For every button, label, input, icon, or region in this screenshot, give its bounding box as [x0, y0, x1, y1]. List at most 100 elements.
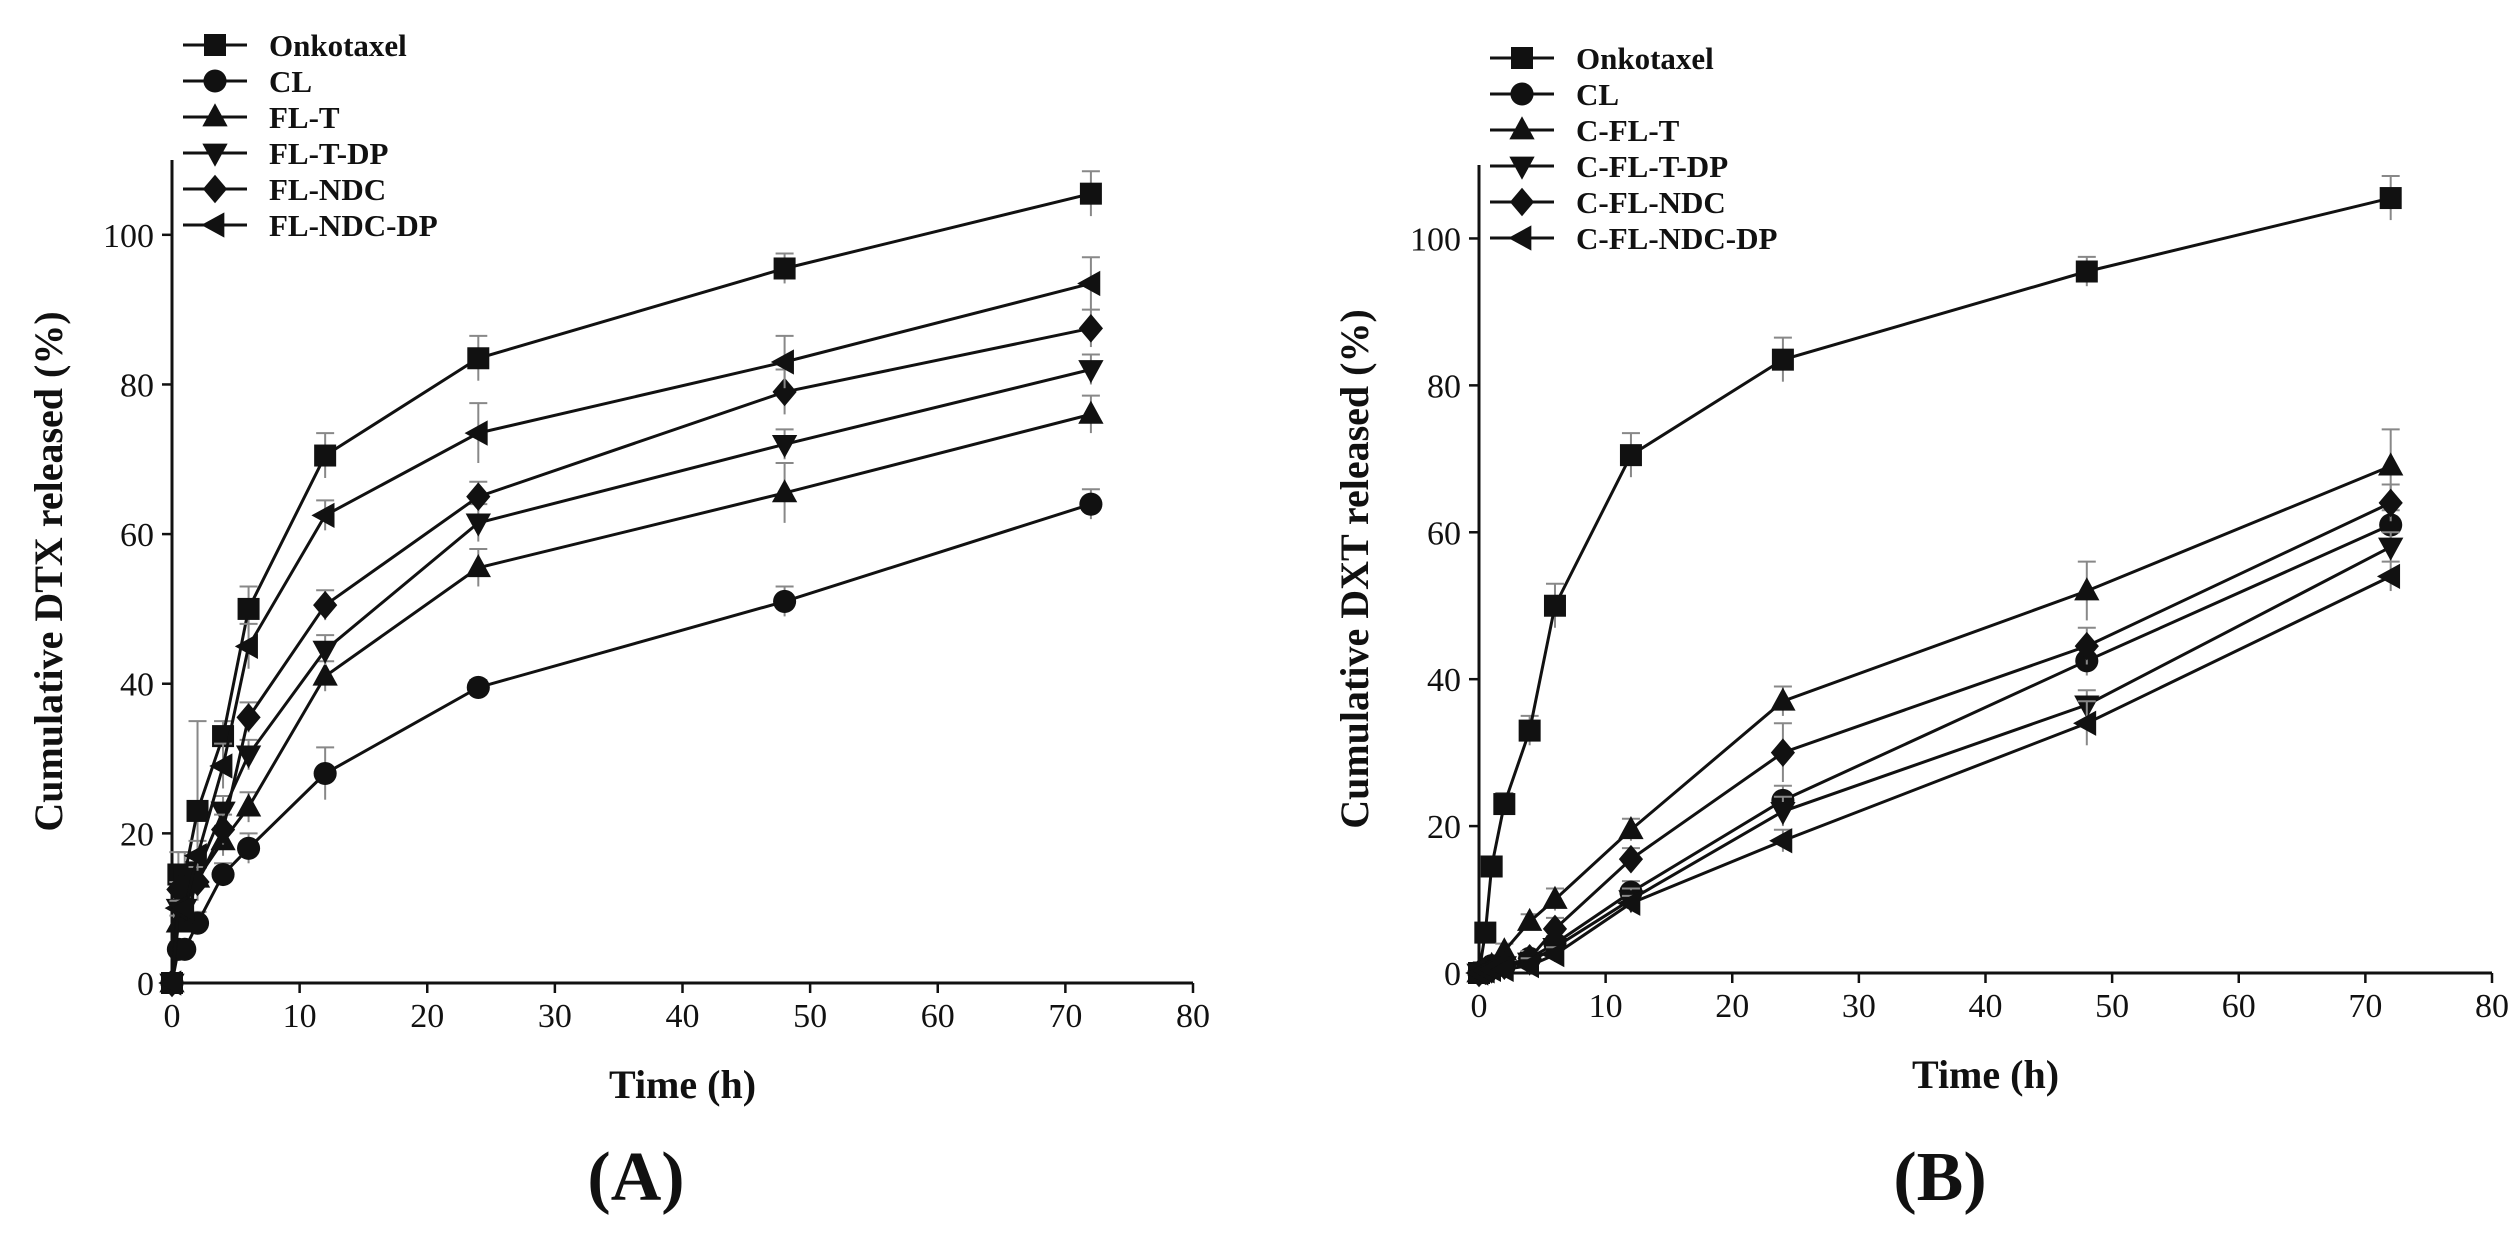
panel-a-line-fl-ndc — [170, 326, 1092, 984]
panel-a-legend-marker-fl-t-dp — [202, 143, 228, 167]
panel-a-x-tick-label: 10 — [283, 998, 317, 1035]
panel-b-point-c-fl-ndc-dp — [2073, 710, 2097, 736]
panel-b-legend-label: C-FL-T-DP — [1576, 149, 1728, 184]
panel-b-legend-label: Onkotaxel — [1576, 41, 1714, 76]
panel-b-y-tick-label: 100 — [1410, 221, 1461, 258]
panel-a-point-cl — [1079, 492, 1103, 516]
panel-a-series-onkotaxel — [161, 170, 1102, 994]
panel-a-label: (A) — [587, 1139, 684, 1216]
panel-a-point-onkotaxel — [467, 347, 490, 370]
panel-b-point-c-fl-ndc-dp — [1769, 828, 1793, 854]
panel-a-series-fl-ndc — [159, 308, 1103, 998]
panel-b-point-c-fl-ndc — [1770, 738, 1795, 767]
panel-b-point-c-fl-t-dp — [2378, 537, 2404, 561]
panel-a-point-onkotaxel — [237, 597, 260, 620]
panel-b-point-c-fl-ndc — [2378, 488, 2403, 518]
panel-a-point-fl-t — [1078, 400, 1104, 424]
panel-a-x-tick-label: 50 — [793, 998, 827, 1035]
panel-b-line-c-fl-t — [1478, 464, 2392, 975]
panel-b-legend-marker-c-fl-t — [1509, 116, 1535, 140]
panel-b-point-onkotaxel — [2075, 260, 2098, 283]
panel-b-point-c-fl-ndc — [2074, 631, 2099, 661]
panel-b-x-tick-label: 80 — [2475, 988, 2509, 1025]
panel-a-point-fl-ndc-dp — [209, 753, 233, 779]
panel-a-legend-marker-cl — [203, 69, 227, 93]
panel-a-line-fl-t-dp — [170, 368, 1092, 984]
panel-b-point-c-fl-t-dp — [1770, 802, 1796, 826]
panel-b-series-onkotaxel — [1468, 175, 2402, 984]
panel-a-point-cl — [237, 836, 261, 860]
panel-b-legend-label: C-FL-NDC — [1576, 185, 1726, 220]
panel-b-x-axis-label: Time (h) — [1912, 1052, 2059, 1097]
panel-a-series-fl-t-dp — [159, 353, 1104, 997]
panel-b-point-c-fl-t — [1517, 907, 1543, 931]
panel-a-point-fl-ndc — [1078, 314, 1103, 343]
panel-a-point-cl — [211, 862, 235, 887]
panel-a-legend-label: FL-T-DP — [269, 136, 388, 171]
panel-b-legend: OnkotaxelCLC-FL-TC-FL-T-DPC-FL-NDCC-FL-N… — [1490, 41, 1778, 256]
panel-a-series-cl — [160, 488, 1103, 995]
panel-a-point-fl-ndc-dp — [171, 895, 195, 921]
panel-a-legend-marker-onkotaxel — [204, 34, 226, 56]
panel-b-label: (B) — [1893, 1139, 1986, 1216]
panel-a-point-fl-t-dp — [1078, 360, 1104, 384]
panel-a-x-tick-label: 60 — [921, 998, 955, 1035]
panel-b-point-onkotaxel — [1474, 921, 1497, 944]
panel-a-y-tick-label: 40 — [120, 667, 154, 704]
panel-a-point-fl-ndc — [466, 482, 491, 511]
panel-b-x-tick-label: 50 — [2095, 988, 2129, 1025]
panel-a-y-tick-label: 0 — [137, 966, 154, 1003]
panel-b-point-onkotaxel — [1619, 444, 1642, 467]
panel-b-series-c-fl-t — [1466, 428, 2404, 983]
panel-b-line-c-fl-t-dp — [1478, 545, 2392, 975]
panel-a-y-axis-label: Cumulative DTX released (%) — [26, 311, 71, 831]
panel-a-point-fl-ndc-dp — [158, 970, 182, 996]
panel-a-point-fl-ndc-dp — [311, 502, 335, 529]
panel-a-x-tick-label: 30 — [538, 998, 572, 1035]
panel-b-y-tick-label: 80 — [1427, 368, 1461, 405]
panel-a-point-fl-ndc-dp — [464, 420, 488, 446]
panel-b-point-c-fl-t — [1770, 687, 1796, 711]
panel-b-point-c-fl-t — [2074, 577, 2100, 601]
panel-b-legend-marker-cl — [1510, 82, 1534, 106]
panel-b-x-tick-label: 60 — [2222, 988, 2256, 1025]
panel-a-point-fl-ndc — [210, 815, 236, 844]
panel-a-series-fl-t — [159, 394, 1104, 993]
panel-b-legend-marker-onkotaxel — [1511, 47, 1533, 69]
panel-a-y-tick-label: 20 — [120, 816, 154, 853]
panel-a-point-fl-ndc-dp — [1077, 270, 1101, 297]
panel-a-series-fl-ndc-dp — [158, 256, 1101, 996]
panel-a-x-tick-label: 20 — [410, 998, 444, 1035]
panel-a-y-tick-label: 100 — [103, 218, 154, 255]
panel-b-y-tick-label: 60 — [1427, 515, 1461, 552]
panel-b-point-c-fl-ndc-dp — [1541, 941, 1565, 968]
panel-a-y-tick-label: 60 — [120, 517, 154, 554]
panel-b-y-tick-label: 0 — [1444, 956, 1461, 993]
panel-b-point-c-fl-ndc-dp — [1490, 956, 1514, 982]
panel-b-point-c-fl-ndc-dp — [1515, 953, 1539, 979]
panel-b-y-axis-label: Cumulative DXT released (%) — [1332, 309, 1377, 829]
panel-a-line-onkotaxel — [170, 192, 1092, 984]
panel-a-point-fl-t-dp — [465, 513, 491, 537]
panel-a-point-cl — [773, 589, 797, 613]
panel-b-chart: 0 10 20 30 40 50 60 70 80 0 20 40 60 80 100 Time (h) Cum… — [1332, 41, 2509, 1216]
panel-a-x-tick-label: 70 — [1048, 998, 1082, 1035]
panel-a-legend-marker-fl-ndc-dp — [201, 212, 225, 238]
panel-a-point-fl-t — [312, 662, 338, 686]
panel-b-line-c-fl-ndc-dp — [1478, 574, 2392, 975]
panel-b-point-c-fl-ndc — [1542, 914, 1568, 944]
panel-b-x-tick-label: 20 — [1715, 988, 1749, 1025]
panel-b-series-c-fl-ndc — [1466, 483, 2403, 988]
panel-b-point-onkotaxel — [2379, 187, 2402, 210]
panel-b-point-onkotaxel — [1480, 855, 1503, 878]
panel-b-x-tick-label: 70 — [2348, 988, 2382, 1025]
panel-a-point-onkotaxel — [1079, 182, 1102, 205]
panel-a-legend-label: FL-NDC — [269, 172, 386, 207]
panel-b-point-onkotaxel — [1518, 719, 1541, 742]
panel-a-point-fl-ndc-dp — [770, 349, 794, 375]
panel-b-x-tick-label: 40 — [1969, 988, 2003, 1025]
panel-a-y-tick-label: 80 — [120, 367, 154, 404]
